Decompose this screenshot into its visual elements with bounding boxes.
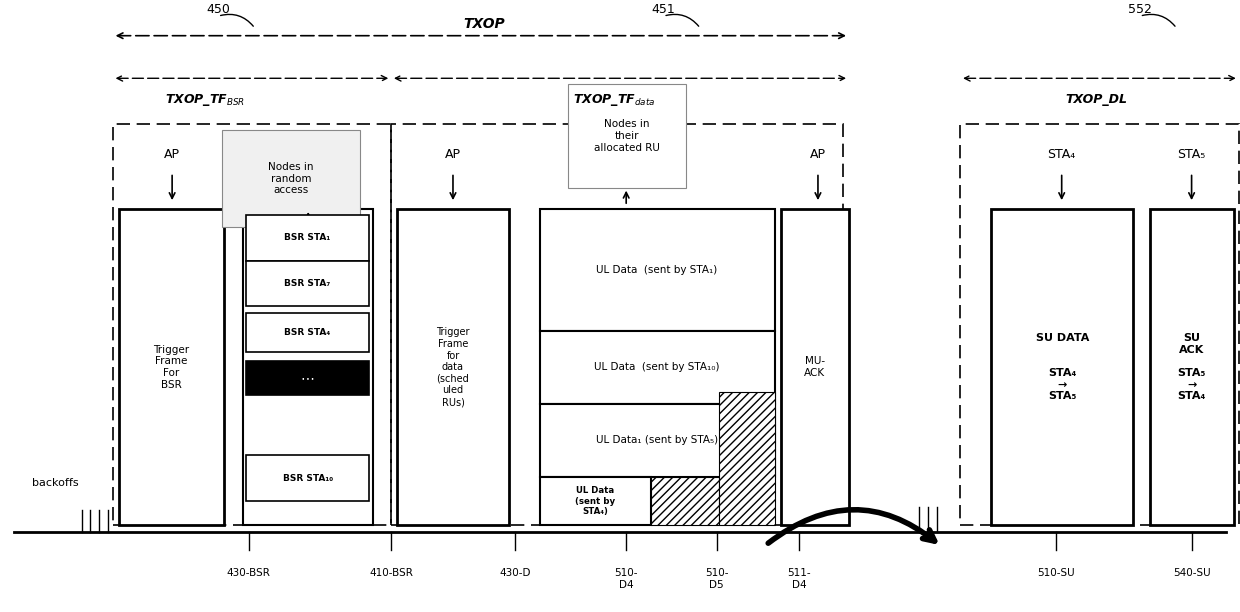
Text: SU
ACK

STA₅
→
STA₄: SU ACK STA₅ → STA₄ (1178, 334, 1205, 401)
Text: 552: 552 (1127, 3, 1152, 16)
Text: BSR STA₄: BSR STA₄ (284, 328, 331, 337)
Text: BSR STA₁₀: BSR STA₁₀ (283, 474, 332, 483)
Text: TXOP_TF$_{BSR}$: TXOP_TF$_{BSR}$ (165, 92, 246, 108)
Text: UL Data₁ (sent by STA₅): UL Data₁ (sent by STA₅) (596, 435, 718, 446)
Bar (119, 209, 224, 526)
Text: 450: 450 (206, 3, 229, 16)
Bar (568, 84, 686, 188)
Bar (247, 261, 368, 307)
Bar (247, 455, 368, 501)
Text: AP: AP (164, 148, 180, 161)
Text: BSR STA₇: BSR STA₇ (284, 279, 331, 288)
Bar (539, 477, 651, 526)
Text: 510-
D5: 510- D5 (704, 568, 728, 589)
Text: UL Data  (sent by STA₁₀): UL Data (sent by STA₁₀) (594, 362, 720, 372)
Bar (719, 392, 775, 526)
Text: 540-SU: 540-SU (1173, 568, 1210, 578)
Text: 410-BSR: 410-BSR (370, 568, 413, 578)
Text: AP: AP (445, 148, 461, 161)
Bar (247, 313, 368, 352)
Bar (539, 209, 775, 330)
Bar (991, 209, 1133, 526)
Text: MU-
ACK: MU- ACK (805, 356, 826, 378)
Text: Nodes in
random
access: Nodes in random access (268, 162, 314, 195)
Text: 430-D: 430-D (498, 568, 531, 578)
Text: TXOP_DL: TXOP_DL (1065, 93, 1127, 106)
Bar (247, 215, 368, 261)
Text: TXOP: TXOP (463, 17, 505, 31)
Text: 430-BSR: 430-BSR (227, 568, 270, 578)
Text: UL Data  (sent by STA₁): UL Data (sent by STA₁) (596, 265, 718, 275)
Text: backoffs: backoffs (32, 478, 79, 488)
Bar (247, 361, 368, 395)
Text: STA₅: STA₅ (1178, 148, 1205, 161)
Bar (113, 124, 391, 526)
Bar (397, 209, 508, 526)
Text: ⋯: ⋯ (300, 371, 315, 385)
Bar (960, 124, 1239, 526)
Text: SU DATA


STA₄
→
STA₅: SU DATA STA₄ → STA₅ (1035, 334, 1089, 401)
Text: UL Data
(sent by
STA₄): UL Data (sent by STA₄) (575, 486, 615, 516)
Bar (651, 477, 719, 526)
Bar (539, 404, 775, 477)
Bar (539, 330, 775, 404)
Text: BSR STA₁: BSR STA₁ (284, 234, 331, 242)
Text: AP: AP (810, 148, 826, 161)
Text: 511-
D4: 511- D4 (787, 568, 811, 589)
Bar (781, 209, 849, 526)
Text: Trigger
Frame
for
data
(sched
uled
RUs): Trigger Frame for data (sched uled RUs) (436, 327, 470, 407)
Text: Nodes in
their
allocated RU: Nodes in their allocated RU (594, 119, 660, 152)
Bar (1149, 209, 1234, 526)
Bar (243, 209, 372, 526)
Text: STA₄: STA₄ (1048, 148, 1076, 161)
Bar (391, 124, 843, 526)
Text: 510-SU: 510-SU (1037, 568, 1074, 578)
Text: 451: 451 (651, 3, 675, 16)
Text: Trigger
Frame
For
BSR: Trigger Frame For BSR (154, 345, 190, 390)
Bar (222, 130, 360, 227)
Text: TXOP_TF$_{data}$: TXOP_TF$_{data}$ (573, 92, 655, 108)
Text: 510-
D4: 510- D4 (615, 568, 637, 589)
